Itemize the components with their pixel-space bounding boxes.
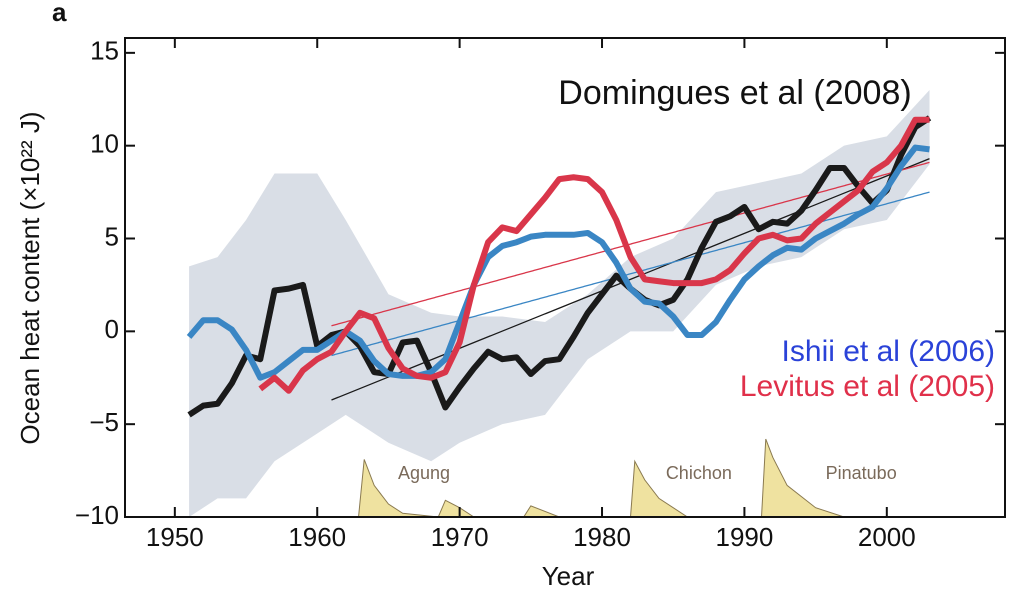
legend-label: Ishii et al (2006) — [782, 335, 995, 368]
volcano-label: Chichon — [666, 463, 732, 483]
volcano-label: Pinatubo — [826, 463, 897, 483]
panel-label: a — [52, 0, 67, 27]
x-tick-label: 1950 — [146, 522, 204, 552]
trend-line — [331, 161, 930, 327]
trend-line — [331, 191, 930, 357]
chart-title: Domingues et al (2008) — [558, 74, 911, 112]
series-line — [186, 144, 930, 381]
x-tick-label: 1990 — [715, 522, 773, 552]
y-tick-label: 0 — [105, 314, 119, 344]
y-tick-label: −5 — [89, 407, 119, 437]
legend-label: Levitus et al (2005) — [740, 370, 995, 403]
y-tick-label: 5 — [105, 221, 119, 251]
plot-frame — [124, 37, 1006, 518]
x-tick-label: 1980 — [573, 522, 631, 552]
series-line — [258, 116, 930, 394]
volcano-label: Agung — [398, 463, 450, 483]
x-axis-label: Year — [542, 561, 595, 591]
trend-line — [331, 158, 930, 401]
y-tick-label: −10 — [75, 500, 119, 530]
y-tick-label: 15 — [90, 36, 119, 66]
series-line — [187, 115, 932, 418]
y-tick-label: 10 — [90, 129, 119, 159]
x-tick-label: 1960 — [288, 522, 346, 552]
x-tick-label: 1970 — [431, 522, 489, 552]
uncertainty-band — [189, 89, 930, 517]
y-axis-label: Ocean heat content (×10²² J) — [15, 111, 45, 444]
x-tick-label: 2000 — [858, 522, 916, 552]
